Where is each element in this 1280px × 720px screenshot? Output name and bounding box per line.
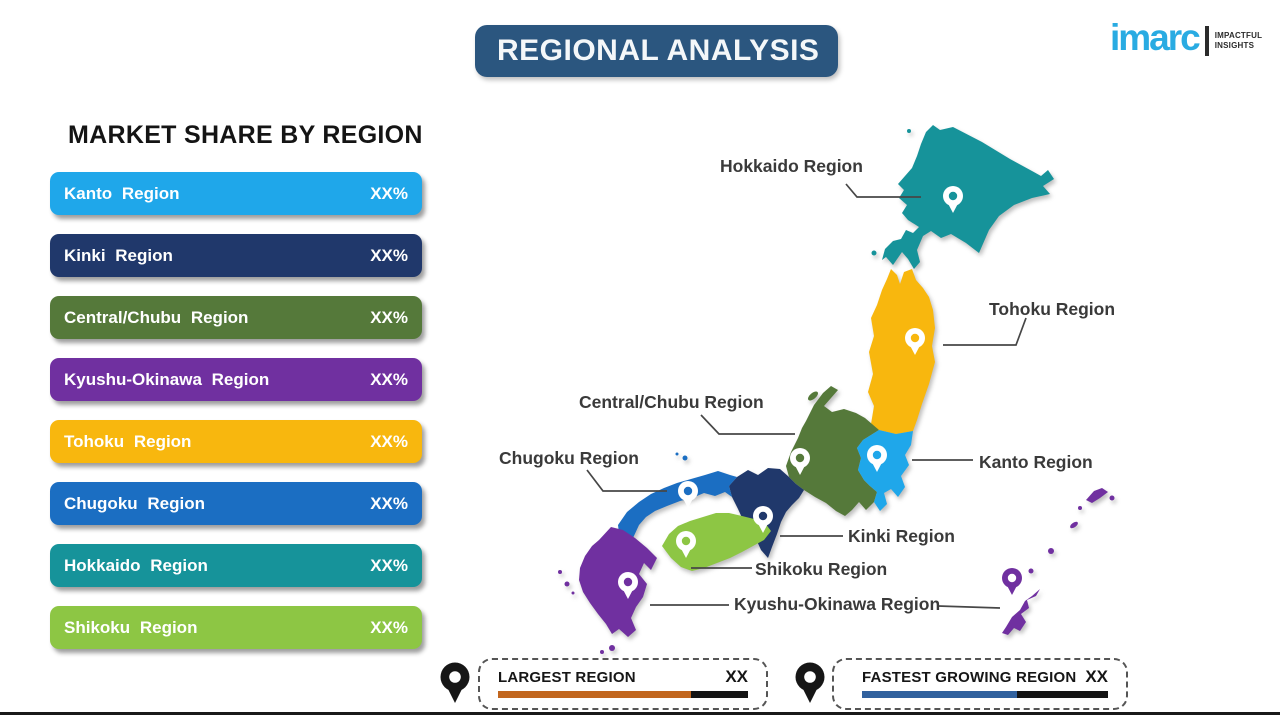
imarc-logo: imarc IMPACTFUL INSIGHTS xyxy=(1110,16,1262,60)
location-pin-icon-central-chubu xyxy=(790,448,810,475)
map-island-sado xyxy=(808,391,818,401)
share-bar-kyushu-okinawa: Kyushu-Okinawa Region XX% xyxy=(50,358,422,401)
imarc-brand-text: imarc xyxy=(1110,17,1201,58)
legend-fastest-bar xyxy=(862,691,1108,698)
page-title: REGIONAL ANALYSIS xyxy=(497,34,820,67)
logo-divider xyxy=(1204,26,1209,56)
map-island xyxy=(907,129,911,133)
share-bar-label: Tohoku Region xyxy=(64,431,192,451)
map-label-kyushu-okinawa: Kyushu-Okinawa Region xyxy=(734,594,941,614)
map-label-kinki: Kinki Region xyxy=(848,526,955,546)
map-region-chugoku xyxy=(618,471,737,541)
map-island-okinawa-main xyxy=(1002,589,1040,635)
map-island-okinawa xyxy=(1078,506,1082,510)
location-pin-icon-okinawa xyxy=(1002,568,1022,595)
location-pin-icon-kinki xyxy=(753,506,773,533)
callout-central-chubu xyxy=(700,414,795,435)
share-bar-label: Shikoku Region xyxy=(64,617,198,637)
callout-chugoku xyxy=(586,469,667,492)
map-island-oki xyxy=(675,452,679,456)
map-label-chugoku: Chugoku Region xyxy=(499,448,639,468)
share-bar-label: Central/Chubu Region xyxy=(64,307,249,327)
share-bar-label: Kanto Region xyxy=(64,183,180,203)
bottom-rule xyxy=(0,712,1280,715)
share-bar-label: Chugoku Region xyxy=(64,493,205,513)
share-bar-central-chubu: Central/Chubu Region XX% xyxy=(50,296,422,339)
share-bar-shikoku: Shikoku Region XX% xyxy=(50,606,422,649)
map-island-okinawa xyxy=(1109,495,1115,501)
share-bar-value: XX% xyxy=(370,369,408,389)
share-bar-value: XX% xyxy=(370,245,408,265)
logo-tagline: IMPACTFUL INSIGHTS xyxy=(1214,31,1263,50)
legend-fastest-value: XX xyxy=(1085,667,1108,686)
market-share-list: Kanto Region XX% Kinki Region XX% Centra… xyxy=(50,172,422,668)
share-bar-hokkaido: Hokkaido Region XX% xyxy=(50,544,422,587)
map-island xyxy=(609,645,615,651)
map-label-tohoku: Tohoku Region xyxy=(989,299,1116,319)
map-label-kanto: Kanto Region xyxy=(979,452,1093,472)
share-bar-value: XX% xyxy=(370,617,408,637)
share-bar-value: XX% xyxy=(370,431,408,451)
share-bar-chugoku: Chugoku Region XX% xyxy=(50,482,422,525)
location-pin-icon-kyushu xyxy=(618,572,638,599)
map-label-hokkaido: Hokkaido Region xyxy=(720,156,863,176)
location-pin-icon-shikoku xyxy=(676,531,696,558)
share-bar-label: Kinki Region xyxy=(64,245,173,265)
map-region-tohoku xyxy=(868,269,935,434)
location-pin-icon-chugoku xyxy=(678,481,698,508)
legend-fastest-label: FASTEST GROWING REGION xyxy=(862,668,1077,686)
map-label-shikoku: Shikoku Region xyxy=(755,559,888,579)
map-island-okinawa xyxy=(1086,488,1108,503)
location-pin-icon-tohoku xyxy=(905,328,925,355)
location-pin-icon-largest xyxy=(440,662,470,703)
map-label-central-chubu: Central/Chubu Region xyxy=(579,392,764,412)
callout-kyushu-right xyxy=(937,605,1001,609)
map-region-shikoku xyxy=(662,513,771,571)
map-island xyxy=(571,591,575,595)
share-bar-tohoku: Tohoku Region XX% xyxy=(50,420,422,463)
map-island-oki xyxy=(682,455,688,461)
title-banner: REGIONAL ANALYSIS xyxy=(475,25,838,77)
market-share-heading: MARKET SHARE BY REGION xyxy=(68,121,423,149)
legend-largest-label: LARGEST REGION xyxy=(498,668,636,686)
share-bar-label: Hokkaido Region xyxy=(64,555,208,575)
share-bar-kanto: Kanto Region XX% xyxy=(50,172,422,215)
location-pin-icon-hokkaido xyxy=(943,186,963,213)
map-island-okinawa xyxy=(1070,521,1078,529)
map-region-hokkaido xyxy=(882,125,1054,269)
map-island xyxy=(600,650,604,654)
legend-fastest-region: FASTEST GROWING REGION XX xyxy=(832,658,1128,710)
map-island-okinawa xyxy=(1048,548,1054,554)
legend-largest-value: XX xyxy=(725,667,748,686)
share-bar-value: XX% xyxy=(370,307,408,327)
legend-largest-region: LARGEST REGION XX xyxy=(478,658,768,710)
map-island xyxy=(564,581,570,587)
callout-hokkaido xyxy=(845,183,921,198)
location-pin-icon-fastest xyxy=(795,662,825,703)
share-bar-value: XX% xyxy=(370,555,408,575)
map-island xyxy=(871,250,877,256)
location-pin-icon-kanto xyxy=(867,445,887,472)
map-island xyxy=(558,570,562,574)
map-island-okinawa xyxy=(1028,568,1034,574)
legend-largest-bar xyxy=(498,691,748,698)
share-bar-kinki: Kinki Region XX% xyxy=(50,234,422,277)
callout-tohoku xyxy=(943,317,1027,346)
share-bar-label: Kyushu-Okinawa Region xyxy=(64,369,270,389)
share-bar-value: XX% xyxy=(370,183,408,203)
share-bar-value: XX% xyxy=(370,493,408,513)
map-region-central-chubu xyxy=(786,386,879,516)
